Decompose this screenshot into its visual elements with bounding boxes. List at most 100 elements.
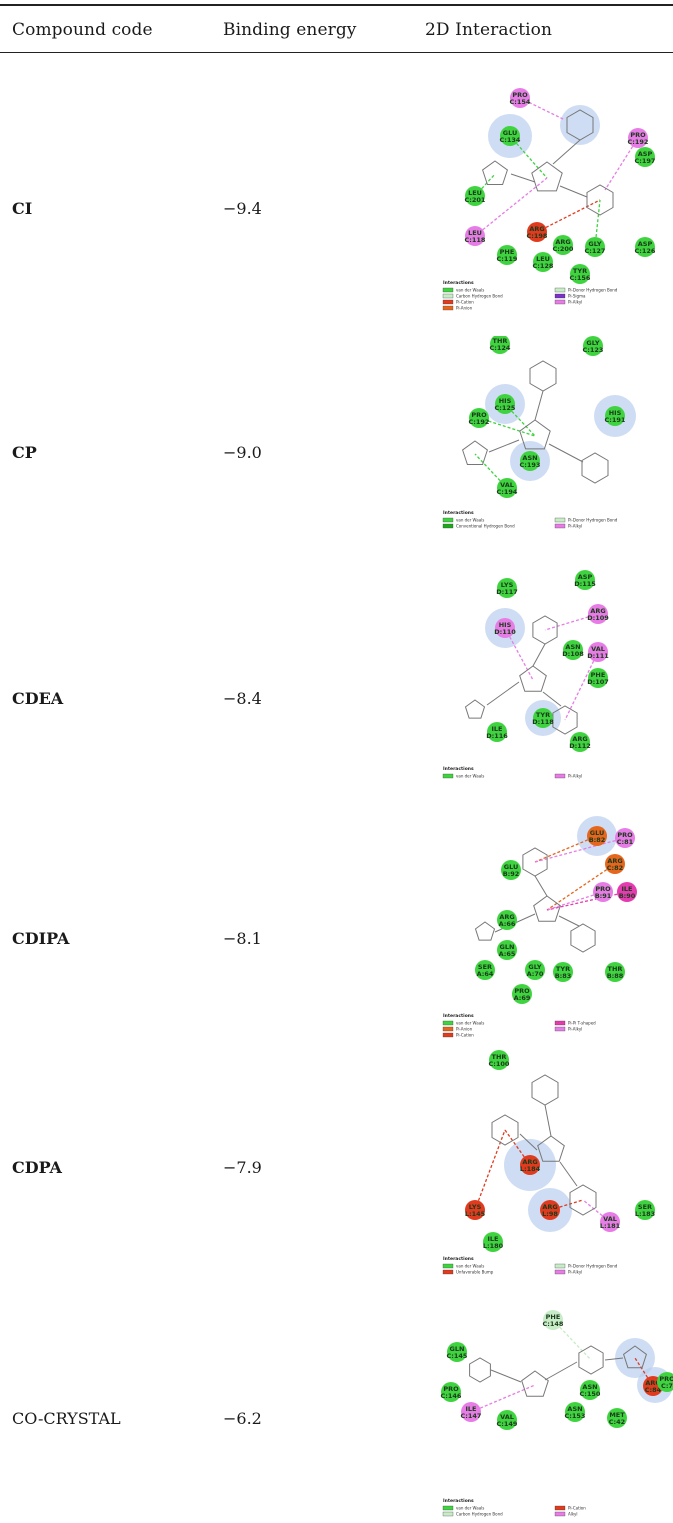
legend-swatch	[554, 287, 566, 293]
compound-code: CDIPA	[12, 929, 70, 948]
legend-swatch	[442, 523, 454, 529]
legend-swatch	[554, 1263, 566, 1269]
residue-label: ARG L:98	[542, 1203, 558, 1218]
ligand-bond	[534, 390, 544, 421]
residue-label-line: C:150	[580, 1390, 601, 1398]
residue-label-line: C:128	[533, 262, 554, 270]
interaction-line	[546, 863, 616, 911]
binding-energy: −6.2	[223, 1409, 262, 1428]
residue-label: ASN C:193	[520, 454, 541, 469]
residue-disc	[495, 618, 515, 638]
legend-label: van der Waals	[456, 774, 484, 779]
residue-label-line: SER	[478, 963, 492, 971]
ligand-ring	[531, 161, 563, 192]
residue-label-line: D:116	[486, 732, 508, 740]
residue-label-line: C:154	[510, 98, 531, 106]
residue-label: ASN C:150	[580, 1383, 601, 1398]
binding-energy: −9.4	[223, 199, 262, 218]
ligand-ring	[578, 1345, 604, 1375]
ligand-ring	[522, 847, 548, 877]
legend-label: Carbon Hydrogen Bond	[456, 1512, 503, 1517]
residue-label: PHE C:148	[543, 1313, 564, 1328]
residue-disc	[570, 732, 590, 752]
ligand-ring	[537, 1135, 565, 1162]
legend-swatch	[442, 305, 454, 311]
ligand-ring	[570, 923, 596, 953]
residue-label: TYR C:156	[570, 267, 591, 282]
residue-label-line: GLY	[588, 240, 601, 248]
residue-label-line: TYR	[536, 711, 550, 719]
residue-disc	[605, 854, 625, 874]
residue-label-line: ASN	[582, 1383, 597, 1391]
ligand-ring	[623, 1345, 647, 1369]
residue-label-line: THR	[493, 337, 508, 345]
interaction-line	[519, 97, 566, 121]
residue-label-line: PRO	[471, 411, 487, 419]
residue-label: GLU B:92	[503, 863, 520, 878]
residue-disc	[525, 960, 545, 980]
residue-disc	[461, 1402, 481, 1422]
residue-label: ARG L:184	[520, 1158, 541, 1173]
residue-label-line: GLU	[503, 129, 518, 137]
residue-label: THR C:100	[489, 1053, 510, 1068]
residue-label: VAL L:181	[600, 1215, 621, 1230]
legend-label: Pi-Alkyl	[568, 524, 582, 529]
residue-label-line: D:109	[587, 614, 609, 622]
residue-label: PRO C:192	[469, 411, 490, 426]
residue-label-line: ARG	[499, 913, 514, 921]
legend-swatch	[554, 1505, 566, 1511]
legend-swatch	[442, 1269, 454, 1275]
residue-disc	[585, 237, 605, 257]
ligand-bond	[604, 1357, 624, 1361]
legend-swatch	[442, 287, 454, 293]
residue-label-line: D:117	[496, 588, 518, 596]
residue-label-line: L:180	[483, 1242, 504, 1250]
legend-label: Pi-Alkyl	[568, 1027, 582, 1032]
residue-label: ASP C:197	[635, 150, 656, 165]
residue-label: ILE C:147	[461, 1405, 482, 1420]
residue-label-line: C:7	[661, 1382, 673, 1390]
residue-label-line: D:118	[532, 718, 554, 726]
ligand-ring	[529, 360, 557, 392]
legend-title: Interactions	[443, 510, 474, 516]
residue-label-line: LEU	[468, 189, 482, 197]
legend-swatch	[442, 1020, 454, 1026]
residue-label-line: THR	[492, 1053, 507, 1061]
residue-label-line: LYS	[469, 1203, 482, 1211]
ligand-bond	[548, 443, 584, 463]
interaction-line	[470, 1384, 536, 1413]
binding-energy: −8.1	[223, 929, 262, 948]
residue-label: ILE L:180	[483, 1235, 504, 1250]
residue-label: PRO C:146	[441, 1385, 462, 1400]
residue-label-line: TYR	[573, 267, 587, 275]
residue-label-line: C:191	[605, 416, 626, 424]
residue-label-line: ARG	[590, 607, 605, 615]
header-2d-interaction: 2D Interaction	[425, 20, 553, 40]
legend-swatch	[554, 1269, 566, 1275]
residue-label-line: C:156	[570, 274, 591, 282]
residue-disc	[527, 222, 547, 242]
residue-label: PHE D:107	[587, 671, 609, 686]
residue-label: PRO B:91	[595, 885, 612, 900]
residue-label-line: PHE	[591, 671, 606, 679]
legend-label: van der Waals	[456, 518, 484, 523]
residue-label-line: C:84	[645, 1386, 662, 1394]
residue-label-line: D:115	[574, 580, 596, 588]
residue-disc	[593, 882, 613, 902]
residue-label-line: THR	[608, 965, 623, 973]
residue-label: ASN D:108	[562, 643, 584, 658]
residue-disc	[489, 1050, 509, 1070]
residue-disc	[565, 1402, 585, 1422]
ligand-bond	[542, 691, 562, 707]
residue-label: ARG A:66	[499, 913, 516, 928]
residue-disc	[540, 1200, 560, 1220]
residue-disc	[512, 984, 532, 1004]
residue-label-line: C:148	[543, 1320, 564, 1328]
interaction-line	[604, 137, 639, 191]
residue-label-line: ASN	[565, 643, 580, 651]
legend-swatch	[554, 293, 566, 299]
interaction-line	[534, 835, 598, 863]
